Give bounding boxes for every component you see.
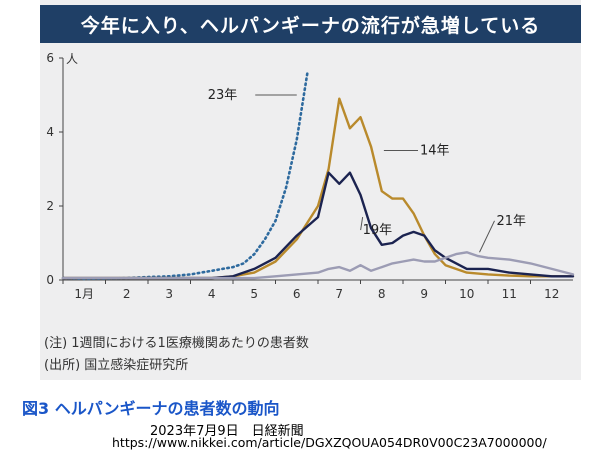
- x-tick-label: 7: [335, 287, 343, 301]
- x-tick-label: 1月: [74, 287, 94, 301]
- note-text: (注) 1週間における1医療機関あたりの患者数: [44, 336, 309, 351]
- source-date: 2023年7月9日 日経新聞: [150, 424, 304, 439]
- y-tick-label: 4: [46, 125, 54, 139]
- x-tick-label: 3: [165, 287, 173, 301]
- x-tick-label: 2: [123, 287, 131, 301]
- x-tick-label: 8: [378, 287, 386, 301]
- x-tick-label: 5: [250, 287, 258, 301]
- source-note-text: (出所) 国立感染症研究所: [44, 358, 189, 373]
- series-line-14年: [61, 97, 575, 280]
- series-line-23年: [61, 71, 309, 281]
- y-unit-label: 人: [66, 52, 78, 66]
- y-tick-label: 2: [46, 199, 54, 213]
- series-label: 19年: [363, 223, 393, 238]
- series-label: 14年: [420, 144, 450, 159]
- x-tick-label: 10: [459, 287, 474, 301]
- x-tick-label: 6: [293, 287, 301, 301]
- figure-caption: 図3 ヘルパンギーナの患者数の動向: [22, 399, 280, 418]
- y-tick-label: 0: [46, 273, 54, 287]
- x-tick-label: 11: [502, 287, 517, 301]
- series-line-21年: [61, 251, 575, 280]
- x-tick-label: 12: [544, 287, 559, 301]
- source-url[interactable]: https://www.nikkei.com/article/DGXZQOUA0…: [112, 435, 547, 450]
- x-tick-label: 4: [208, 287, 216, 301]
- y-tick-label: 6: [46, 51, 54, 65]
- series-leader-line: [479, 220, 495, 253]
- figure-panel: [40, 0, 581, 380]
- series-label: 23年: [208, 88, 238, 103]
- series-leader-line: [360, 217, 364, 231]
- x-tick-label: 9: [420, 287, 428, 301]
- chart-title: 今年に入り、ヘルパンギーナの流行が急増している: [40, 5, 581, 43]
- series-label: 21年: [497, 214, 527, 229]
